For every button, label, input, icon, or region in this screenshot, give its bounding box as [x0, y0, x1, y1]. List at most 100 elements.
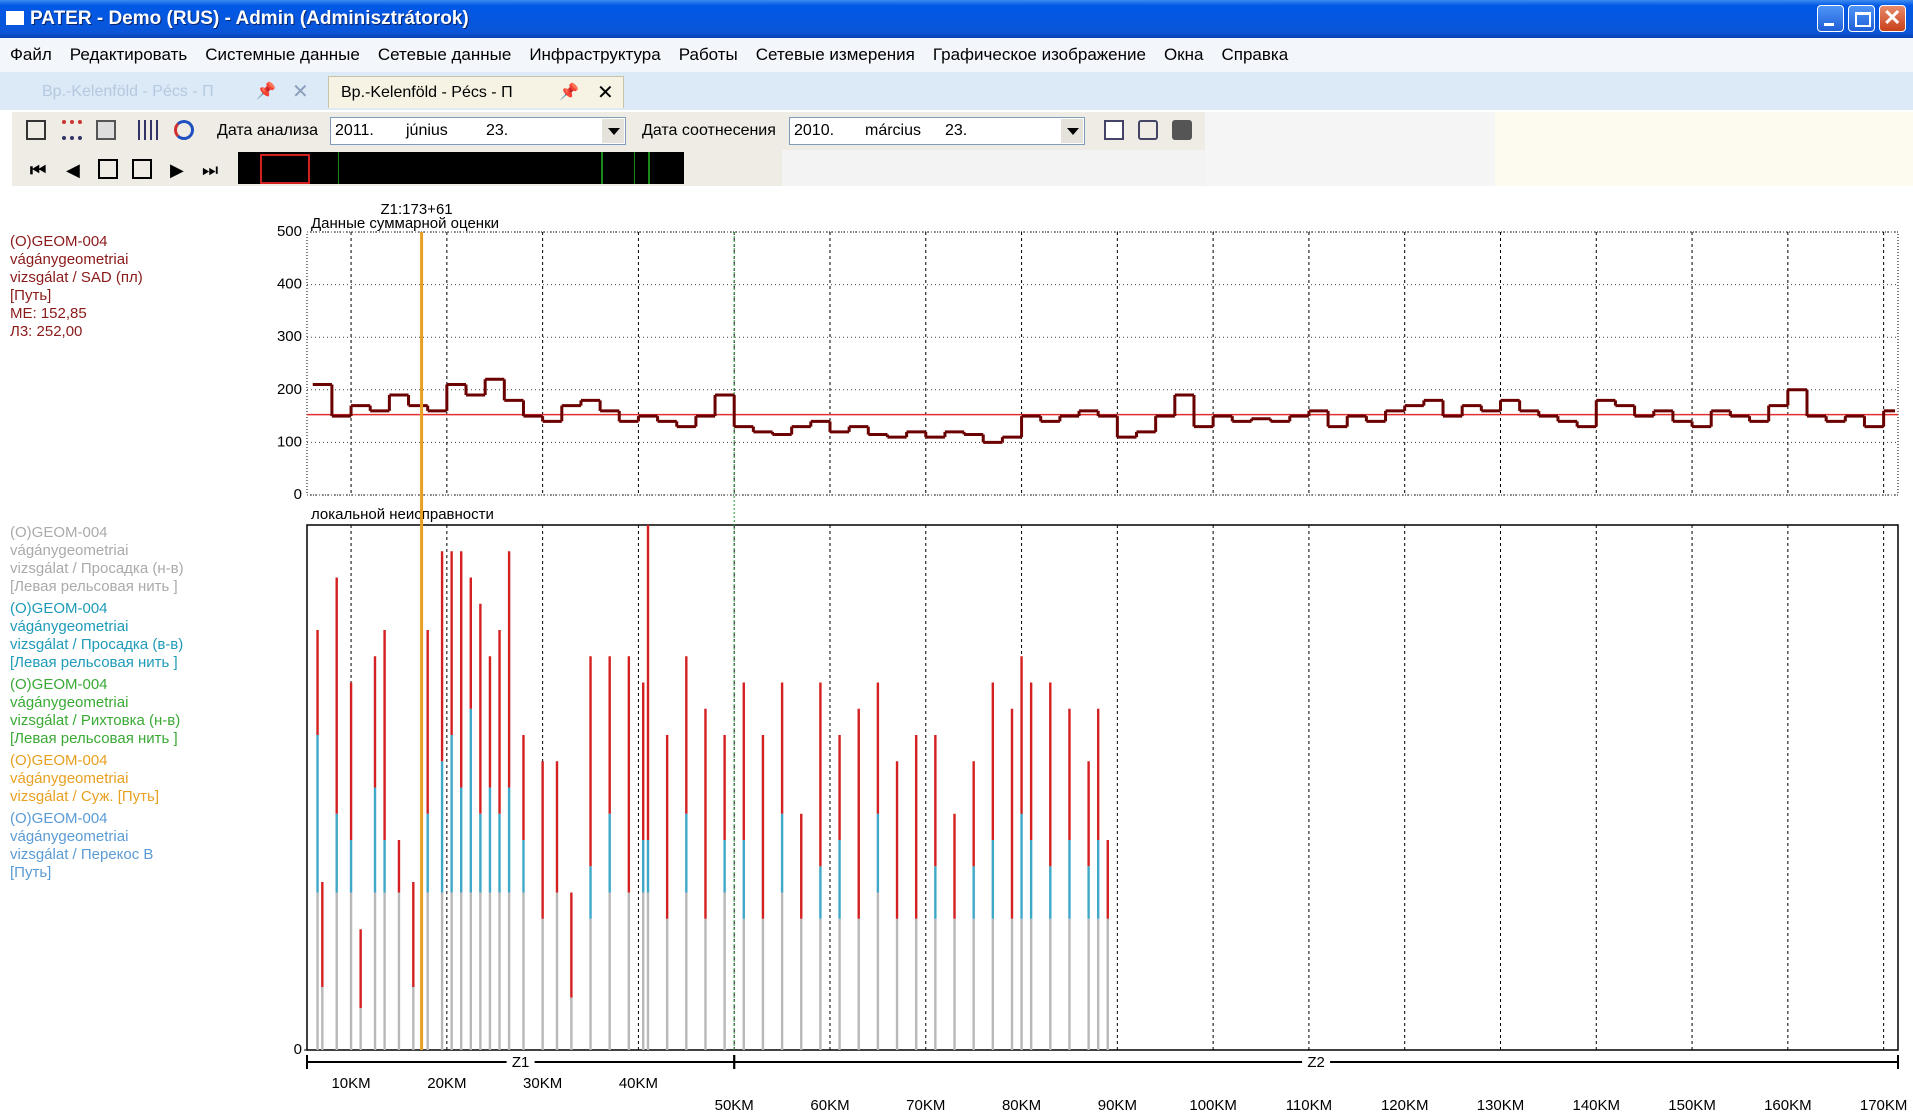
bar-segment [934, 735, 937, 867]
tool-icon[interactable] [1138, 120, 1158, 140]
menu-item[interactable]: Редактировать [69, 45, 188, 64]
tool-icon[interactable] [96, 120, 116, 140]
comparison-date-combo[interactable]: 2010. március 23. [789, 117, 1085, 145]
legend-text: [Левая рельсовая нить ] [10, 578, 178, 595]
zone-label-bg [1302, 1053, 1331, 1071]
bar-segment [522, 840, 525, 893]
nav-zoom-out[interactable] [132, 159, 152, 179]
plot-frame [306, 231, 1899, 496]
bar-segment [440, 892, 444, 1050]
y-tick-label: 500 [277, 223, 302, 240]
tab-close[interactable]: ✕ [292, 81, 309, 103]
bar-segment [895, 761, 899, 919]
x-tick-label: 150KM [1668, 1097, 1716, 1114]
menu-item[interactable]: Окна [1163, 45, 1204, 64]
bar-segment [914, 735, 918, 919]
x-tick-label: 20KM [427, 1075, 466, 1092]
minimize-button[interactable] [1817, 5, 1844, 32]
bar-segment [627, 892, 631, 1050]
print-icon[interactable] [1172, 120, 1192, 140]
tab-close[interactable]: ✕ [597, 82, 614, 104]
bar-segment [460, 787, 463, 893]
pin-icon[interactable]: 📌 [256, 83, 276, 100]
tool-icon[interactable] [174, 120, 194, 140]
dropdown-button[interactable] [602, 119, 624, 143]
date-month: június [406, 122, 448, 139]
title-bar: PATER - Demo (RUS) - Admin (Adminisztrát… [0, 0, 1913, 38]
menu-item[interactable]: Системные данные [205, 45, 360, 64]
bar-segment [876, 813, 880, 893]
x-tick-label: 90KM [1098, 1097, 1137, 1114]
bar-segment [761, 735, 765, 919]
bar-segment [972, 918, 975, 1050]
analysis-date-combo[interactable]: 2011. június 23. [330, 117, 626, 145]
bar-segment [723, 735, 726, 840]
bar-segment [316, 892, 319, 1050]
tab-strip: Вр.-Kelenföld - Pécs - П 📌 ✕ Вр.-Kelenföl… [0, 72, 1913, 110]
app-icon [6, 11, 24, 25]
bar-segment [507, 892, 511, 1050]
date-year: 2010. [794, 122, 835, 139]
bar-segment [397, 892, 401, 1050]
nav-zoom-in[interactable] [98, 159, 118, 179]
bar-segment [704, 708, 707, 919]
tool-icon[interactable] [138, 120, 158, 140]
bar-segment [780, 813, 784, 893]
overview-window[interactable] [260, 154, 310, 184]
bar-segment [876, 682, 880, 814]
menu-item[interactable]: Работы [678, 45, 738, 64]
bar-segment [780, 682, 784, 814]
overview-line [338, 152, 339, 184]
bar-segment [857, 708, 860, 919]
x-tick-label: 70KM [906, 1097, 945, 1114]
legend-text: vágánygeometriai [10, 770, 129, 787]
bar-segment [335, 813, 338, 893]
nav-next[interactable]: ▶ [170, 160, 184, 180]
nav-last[interactable]: ⏭ [202, 160, 219, 180]
bar-segment [383, 630, 386, 840]
bar-segment [819, 682, 822, 867]
bar-segment [800, 813, 803, 919]
bar-segment [1010, 918, 1014, 1050]
bar-segment [642, 840, 645, 893]
close-button[interactable]: ✕ [1879, 5, 1906, 32]
tab-active[interactable]: Вр.-Kelenföld - Pécs - П 📌 ✕ [328, 76, 624, 108]
maximize-button[interactable] [1848, 5, 1875, 32]
tool-icon[interactable] [1104, 120, 1124, 140]
menu-item[interactable]: Сетевые измерения [755, 45, 915, 64]
nav-prev[interactable]: ◀ [66, 160, 80, 180]
legend-text: (O)GEOM-004 [10, 752, 108, 769]
menu-item[interactable]: Графическое изображение [932, 45, 1146, 64]
bar-segment [460, 551, 463, 788]
x-tick-label: 40KM [619, 1075, 658, 1092]
menu-item[interactable]: Инфраструктура [529, 45, 661, 64]
x-tick-label: 140KM [1573, 1097, 1621, 1114]
dropdown-button[interactable] [1061, 119, 1083, 143]
bar-segment [570, 997, 573, 1050]
bar-segment [321, 882, 324, 987]
pin-icon[interactable]: 📌 [559, 84, 579, 101]
overview-line [648, 152, 650, 184]
bar-segment [412, 987, 415, 1050]
bar-segment [498, 892, 501, 1050]
menu-item[interactable]: Справка [1221, 45, 1289, 64]
date-day: 23. [486, 122, 509, 139]
chart-title: локальной неисправности [311, 506, 494, 523]
date-day: 23. [945, 122, 968, 139]
x-tick-label: 110KM [1286, 1097, 1332, 1114]
menu-item[interactable]: Сетевые данные [377, 45, 512, 64]
menu-item[interactable]: Файл [10, 45, 52, 64]
bar-segment [507, 551, 511, 788]
bar-segment [646, 892, 650, 1050]
bar-segment [665, 735, 669, 919]
nav-first[interactable]: ⏮ [30, 160, 47, 180]
tool-icon[interactable] [26, 120, 46, 140]
tab[interactable]: Вр.-Kelenföld - Pécs - П 📌 ✕ [30, 76, 320, 108]
bar-segment [742, 840, 745, 919]
tool-icon[interactable] [62, 120, 82, 140]
overview-strip[interactable] [238, 152, 684, 184]
bar-segment [589, 918, 592, 1050]
bar-segment [589, 866, 592, 919]
